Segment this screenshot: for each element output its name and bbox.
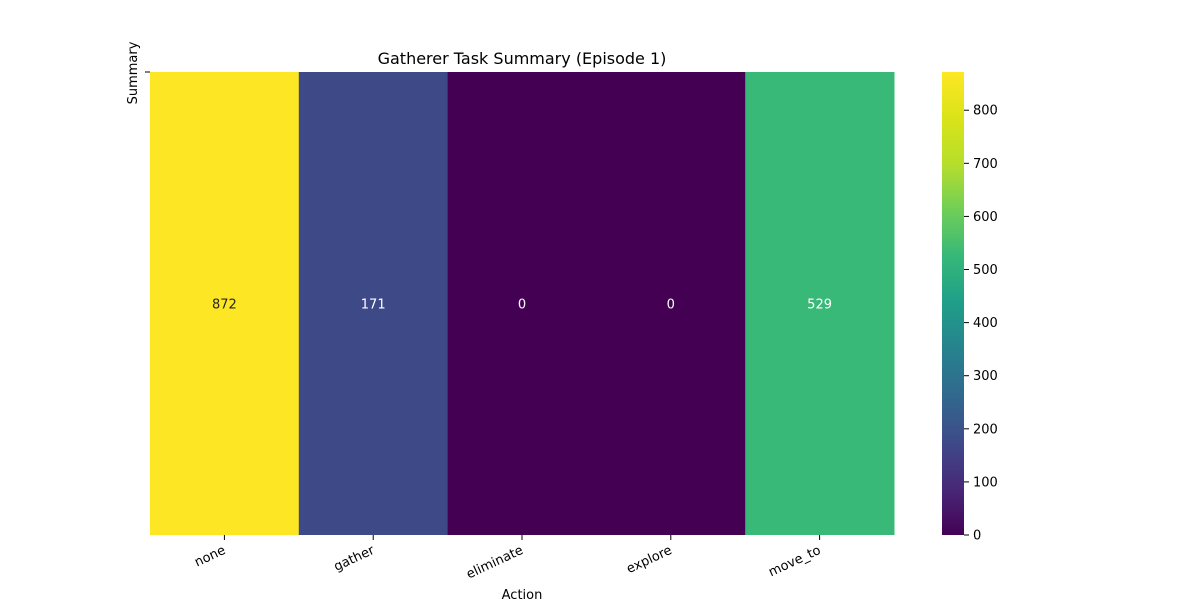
colorbar-tick-label: 700	[973, 157, 998, 172]
colorbar-tick-label: 600	[973, 210, 998, 225]
cell-value-label: 0	[667, 298, 675, 313]
x-tick-label: move_to	[766, 543, 823, 580]
x-axis-ticks: none gather eliminate explore move_to	[192, 535, 823, 582]
colorbar-ticks: 0 100 200 300 400 500 600 700 800	[964, 104, 998, 544]
x-tick-label: gather	[332, 543, 378, 575]
cell-value-label: 872	[212, 298, 237, 313]
colorbar-tick-label: 300	[973, 369, 998, 384]
heatmap-cell-explore	[596, 72, 746, 535]
x-tick-label: none	[192, 543, 228, 570]
chart-title: Gatherer Task Summary (Episode 1)	[378, 49, 667, 68]
colorbar-tick-label: 800	[973, 104, 998, 119]
colorbar-tick-label: 100	[973, 475, 998, 490]
colorbar-tick-label: 400	[973, 316, 998, 331]
colorbar-tick-label: 0	[973, 529, 981, 544]
colorbar-tick-label: 200	[973, 422, 998, 437]
colorbar-tick-label: 500	[973, 263, 998, 278]
heatmap-cells	[150, 72, 895, 535]
x-tick-label: eliminate	[464, 543, 525, 582]
heatmap-cell-none	[150, 72, 300, 535]
cell-value-label: 529	[807, 298, 832, 313]
cell-value-label: 0	[518, 298, 526, 313]
heatmap-cell-eliminate	[447, 72, 597, 535]
heatmap-cell-gather	[298, 72, 449, 535]
cell-value-labels: 872 171 0 0 529	[212, 298, 832, 313]
x-axis-label: Action	[502, 588, 543, 600]
x-tick-label: explore	[624, 543, 674, 577]
heatmap-cell-move_to	[745, 72, 895, 535]
y-axis-label: Summary	[126, 41, 141, 104]
colorbar	[942, 72, 964, 535]
cell-value-label: 171	[361, 298, 386, 313]
